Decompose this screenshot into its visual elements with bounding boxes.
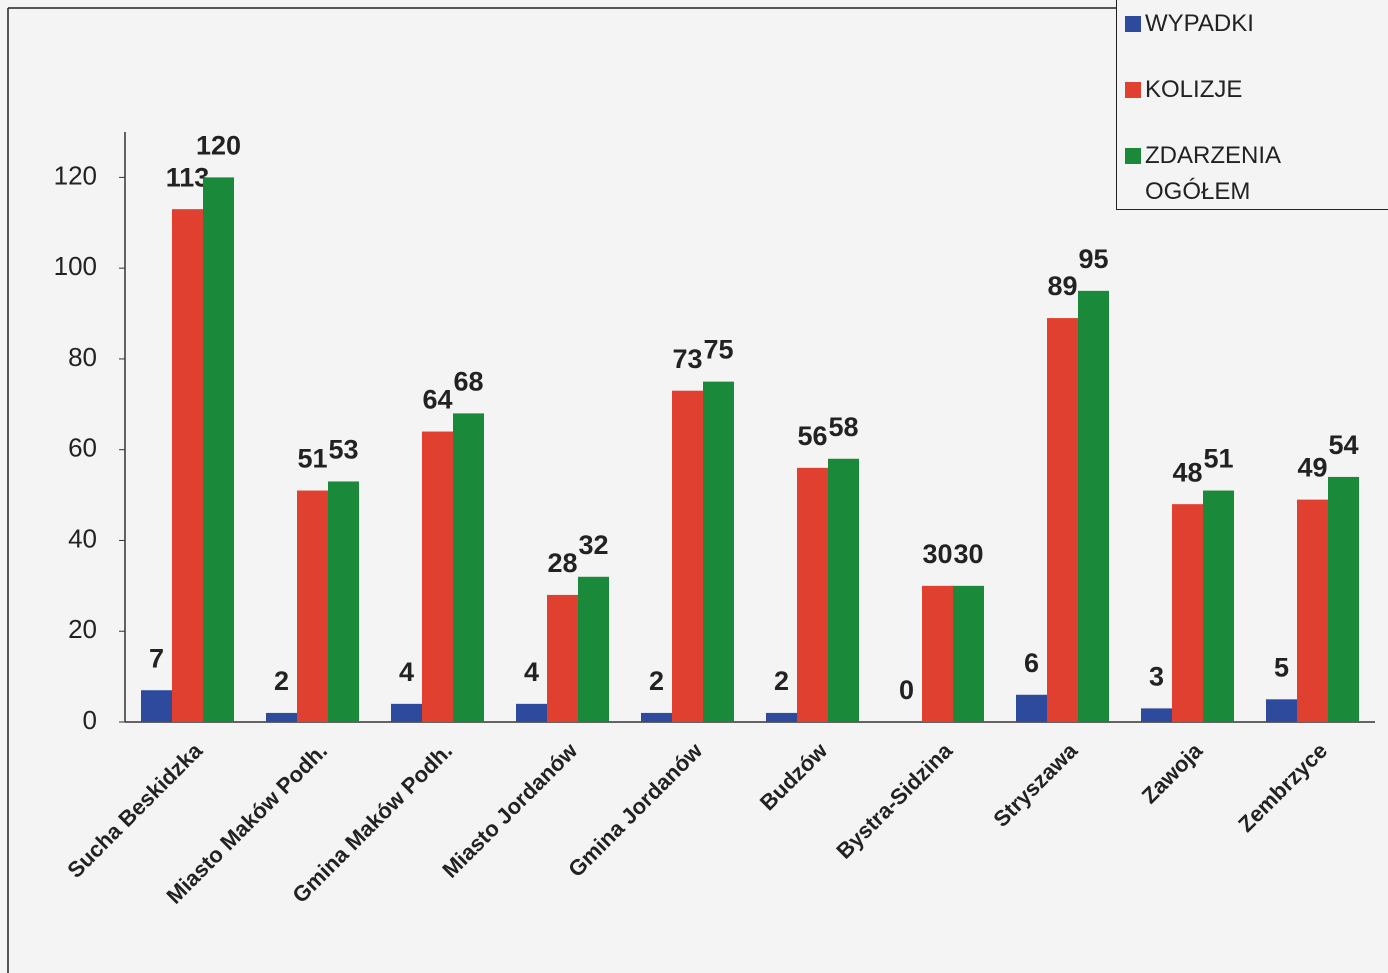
- bar: [266, 713, 297, 722]
- value-label: 54: [1328, 430, 1358, 460]
- bar: [1141, 708, 1172, 722]
- legend-item: ZDARZENIA OGÓŁEM: [1125, 138, 1380, 210]
- y-tick-label: 120: [54, 160, 97, 190]
- value-label: 30: [922, 539, 952, 569]
- value-label: 5: [1274, 652, 1289, 682]
- bar: [297, 491, 328, 722]
- value-label: 75: [703, 335, 733, 365]
- y-tick-label: 0: [83, 705, 97, 735]
- value-label: 73: [672, 344, 702, 374]
- x-tick-label: Zawoja: [1137, 737, 1208, 808]
- legend-item: WYPADKI: [1125, 6, 1380, 42]
- value-label: 58: [828, 412, 858, 442]
- bar: [1016, 695, 1047, 722]
- value-label: 113: [166, 162, 210, 192]
- x-tick-label: Zembrzyce: [1233, 738, 1332, 837]
- bar: [391, 704, 422, 722]
- value-label: 4: [524, 657, 539, 687]
- value-label: 3: [1149, 662, 1164, 692]
- value-label: 32: [578, 530, 608, 560]
- bar: [516, 704, 547, 722]
- y-tick-label: 20: [68, 614, 97, 644]
- x-tick-label: Budzów: [755, 737, 833, 815]
- bar: [203, 177, 234, 722]
- y-tick-label: 40: [68, 523, 97, 553]
- legend: WYPADKI KOLIZJE ZDARZENIA OGÓŁEM: [1116, 0, 1388, 210]
- bar: [797, 468, 828, 722]
- legend-label: KOLIZJE: [1145, 72, 1242, 108]
- value-label: 51: [297, 444, 327, 474]
- value-label: 6: [1024, 648, 1039, 678]
- bar: [1078, 291, 1109, 722]
- value-label: 2: [774, 666, 789, 696]
- bar: [1047, 318, 1078, 722]
- value-label: 89: [1047, 271, 1077, 301]
- value-label: 56: [797, 421, 827, 451]
- value-label: 51: [1203, 444, 1233, 474]
- value-label: 95: [1078, 244, 1108, 274]
- value-label: 64: [422, 385, 452, 415]
- bar: [141, 690, 172, 722]
- x-tick-label: Sucha Beskidzka: [62, 737, 207, 882]
- value-label: 4: [399, 657, 414, 687]
- bar: [328, 481, 359, 722]
- bar: [1172, 504, 1203, 722]
- bar: [1328, 477, 1359, 722]
- bar: [828, 459, 859, 722]
- value-label: 7: [149, 643, 164, 673]
- bar: [422, 432, 453, 722]
- legend-swatch: [1125, 16, 1141, 32]
- bar: [953, 586, 984, 722]
- value-label: 48: [1172, 457, 1202, 487]
- legend-swatch: [1125, 82, 1141, 98]
- bar: [1266, 699, 1297, 722]
- bar: [922, 586, 953, 722]
- bar: [547, 595, 578, 722]
- y-tick-label: 80: [68, 342, 97, 372]
- bar: [453, 413, 484, 722]
- value-label: 0: [899, 675, 914, 705]
- value-label: 2: [649, 666, 664, 696]
- bar: [641, 713, 672, 722]
- legend-swatch: [1125, 148, 1141, 164]
- legend-item: KOLIZJE: [1125, 72, 1380, 108]
- bar: [578, 577, 609, 722]
- y-tick-label: 60: [68, 433, 97, 463]
- x-tick-label: Stryszawa: [988, 737, 1082, 831]
- value-label: 49: [1297, 453, 1327, 483]
- page: 020406080100120Sucha Beskidzka7113120Mia…: [0, 0, 1388, 973]
- bar: [672, 391, 703, 722]
- y-tick-label: 100: [54, 251, 97, 281]
- bar: [1297, 500, 1328, 722]
- bar: [1203, 491, 1234, 722]
- x-tick-label: Gmina Jordanów: [563, 737, 708, 882]
- legend-label: WYPADKI: [1145, 6, 1254, 42]
- legend-label: ZDARZENIA OGÓŁEM: [1145, 138, 1380, 210]
- value-label: 28: [547, 548, 577, 578]
- value-label: 2: [274, 666, 289, 696]
- bar: [172, 209, 203, 722]
- bar: [766, 713, 797, 722]
- value-label: 120: [196, 131, 241, 161]
- value-label: 53: [328, 435, 358, 465]
- bar: [703, 382, 734, 722]
- x-tick-label: Miasto Jordanów: [437, 737, 582, 882]
- x-tick-label: Bystra-Sidzina: [831, 737, 957, 863]
- value-label: 30: [953, 539, 983, 569]
- value-label: 68: [453, 367, 483, 397]
